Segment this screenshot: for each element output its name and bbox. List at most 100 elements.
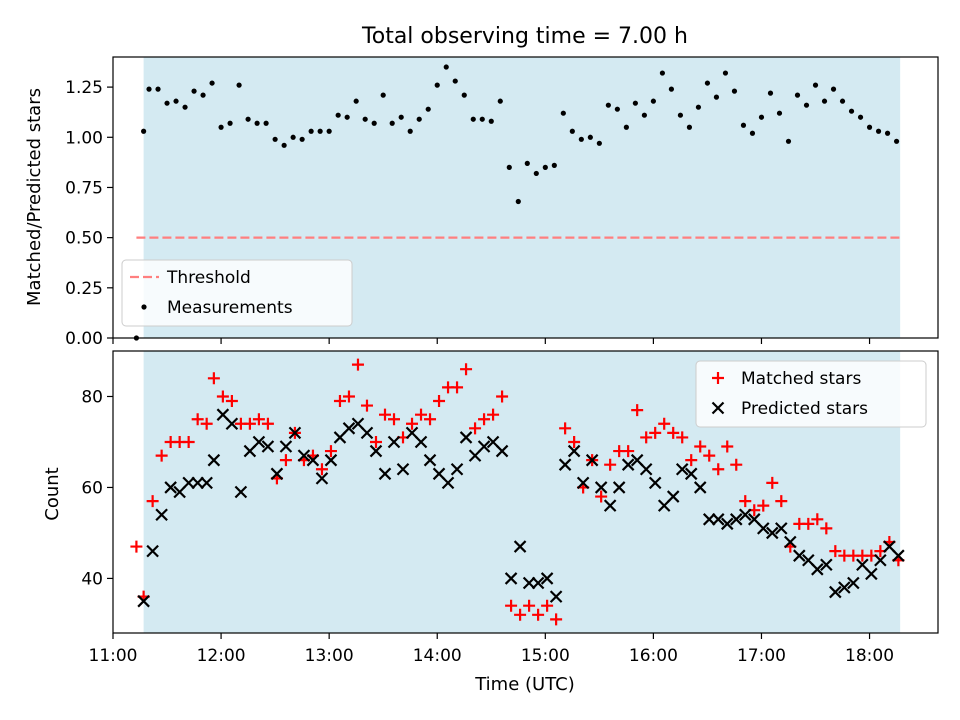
y-tick-label: 0.75	[65, 178, 103, 198]
predicted-star-point	[191, 476, 204, 490]
predicted-star-point	[531, 576, 545, 590]
measurement-point	[317, 128, 323, 134]
predicted-star-point	[892, 549, 905, 562]
matched-star-point	[505, 599, 518, 612]
measurement-point	[785, 138, 792, 144]
predicted-star-point	[387, 435, 401, 449]
measurement-point	[272, 136, 278, 142]
measurement-point	[443, 64, 449, 70]
predicted-star-point	[756, 522, 770, 535]
matched-star-point	[595, 490, 608, 503]
measurement-point	[857, 114, 864, 120]
measurement-point	[686, 124, 693, 130]
predicted-star-point	[738, 508, 752, 522]
measurement-point	[803, 102, 810, 108]
measurement-point	[875, 128, 882, 134]
predicted-star-point	[288, 426, 302, 440]
measurement-point	[146, 86, 152, 92]
measurement-point	[452, 78, 458, 84]
measurement-point	[470, 116, 476, 122]
measurement-point	[812, 82, 819, 88]
chart-title: Total observing time = 7.00 h	[361, 24, 688, 49]
matched-star-point	[243, 417, 256, 430]
measurement-point	[614, 106, 620, 112]
matched-star-point	[315, 463, 328, 476]
matched-star-point	[333, 395, 346, 408]
measurement-point	[326, 128, 332, 134]
matched-star-point	[775, 495, 788, 508]
measurement-point	[155, 86, 161, 92]
predicted-star-point	[279, 440, 293, 453]
measurement-point	[497, 98, 503, 104]
predicted-star-point	[684, 467, 698, 481]
predicted-star-point	[775, 522, 788, 535]
matched-star-point	[523, 599, 536, 612]
matched-star-point	[225, 395, 238, 408]
measurement-point	[182, 104, 188, 110]
matched-star-point	[360, 399, 373, 412]
matched-star-point	[324, 445, 337, 458]
predicted-star-point	[182, 476, 195, 490]
matched-star-point	[811, 513, 824, 526]
predicted-star-point	[306, 453, 320, 467]
matched-star-point	[478, 413, 491, 426]
x-tick-label: 17:00	[737, 646, 786, 666]
matched-star-point	[496, 390, 509, 403]
matched-star-point	[200, 417, 213, 430]
predicted-star-point	[270, 467, 284, 481]
matched-star-point	[130, 540, 143, 553]
measurement-point	[362, 116, 368, 122]
matched-star-point	[622, 445, 635, 458]
predicted-star-point	[612, 481, 626, 494]
matched-star-point	[649, 426, 662, 439]
bottom-panel: 40 60 80 11:00 12:00 13:00 14:00 15:00 16:00 17:0…	[81, 350, 939, 666]
measurement-point	[578, 136, 584, 142]
matched-star-point	[252, 413, 265, 426]
measurement-point	[560, 110, 566, 116]
measurement-point	[533, 170, 539, 177]
y-tick-label: 40	[81, 569, 103, 589]
predicted-star-point	[585, 453, 599, 467]
matched-star-point	[658, 417, 671, 430]
predicted-star-point	[540, 572, 554, 585]
measurement-point	[218, 124, 224, 130]
legend-label: Matched stars	[741, 369, 861, 389]
y-tick-label: 0.50	[65, 229, 103, 249]
predicted-star-point	[155, 508, 168, 522]
matched-star-point	[351, 358, 364, 371]
matched-star-point	[631, 404, 644, 417]
measurement-point	[434, 82, 440, 88]
matched-star-point	[829, 545, 842, 558]
predicted-star-point	[146, 544, 159, 558]
matched-star-point	[514, 608, 527, 621]
y-tick-label: 1.00	[65, 128, 103, 148]
predicted-star-point	[459, 431, 473, 444]
matched-star-point	[191, 413, 204, 426]
measurement-point	[461, 92, 467, 98]
predicted-star-point	[847, 576, 860, 590]
predicted-star-point	[594, 481, 608, 494]
predicted-star-point	[576, 476, 590, 490]
predicted-star-point	[477, 440, 491, 453]
predicted-star-point	[558, 458, 572, 471]
matched-star-point	[388, 413, 401, 426]
legend-box	[121, 259, 353, 327]
measurement-point	[344, 114, 350, 120]
x-tick-label: 12:00	[197, 646, 246, 666]
measurement-point	[245, 116, 251, 122]
predicted-star-point	[675, 462, 689, 476]
predicted-star-point	[342, 422, 356, 435]
plot-frame	[112, 350, 939, 634]
matched-star-point	[766, 476, 779, 489]
measurement-point	[281, 142, 287, 148]
matched-star-point	[451, 381, 464, 394]
measurement-point	[623, 124, 629, 130]
measurement-point	[479, 116, 485, 122]
matched-star-point	[216, 390, 229, 403]
plot-frame	[112, 56, 939, 339]
measurement-point	[551, 162, 557, 168]
measurement-point	[632, 100, 638, 106]
matched-star-point	[378, 408, 391, 421]
matched-star-point	[207, 372, 220, 385]
legend-label: Measurements	[167, 298, 293, 318]
